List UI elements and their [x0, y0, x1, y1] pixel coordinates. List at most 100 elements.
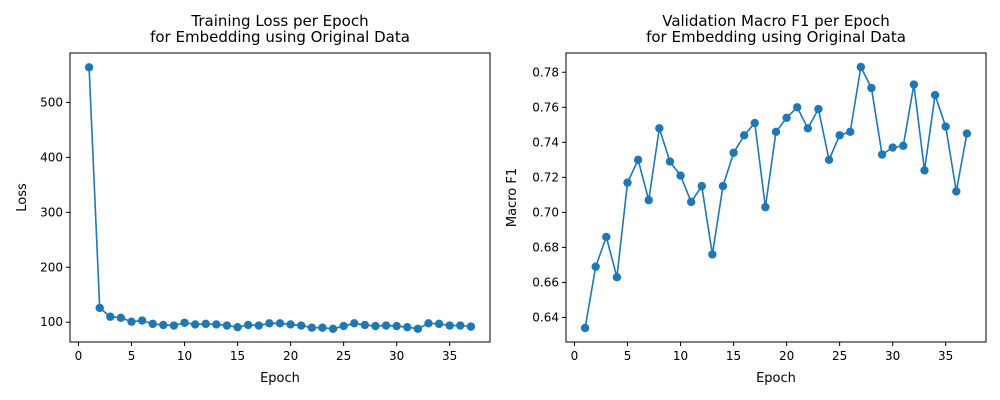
y-tick-label: 100 — [40, 315, 63, 329]
data-point — [148, 319, 157, 329]
y-tick-label: 500 — [40, 95, 63, 109]
x-axis-label: Epoch — [260, 371, 300, 386]
y-tick-label: 0.74 — [532, 135, 559, 149]
x-tick-label: 15 — [230, 349, 245, 363]
data-point — [222, 321, 232, 330]
data-point — [95, 303, 104, 313]
data-point — [307, 323, 317, 332]
x-tick-label: 25 — [336, 349, 351, 363]
data-point — [623, 178, 632, 187]
x-tick-label: 20 — [283, 349, 298, 363]
y-tick-label: 400 — [40, 150, 63, 164]
y-tick-label: 0.70 — [532, 205, 559, 219]
data-point — [952, 187, 961, 196]
data-point — [413, 324, 423, 334]
x-tick-label: 30 — [885, 349, 900, 363]
data-point — [782, 113, 791, 123]
data-point — [867, 83, 876, 93]
data-point — [697, 181, 706, 191]
data-point — [265, 319, 274, 328]
data-point — [243, 320, 253, 330]
y-tick-label: 0.78 — [532, 65, 559, 79]
data-point — [909, 80, 919, 89]
data-point — [190, 320, 200, 329]
data-point — [180, 318, 189, 327]
data-point — [941, 122, 950, 131]
data-point — [750, 118, 759, 128]
data-point — [824, 155, 834, 165]
data-point — [445, 321, 454, 330]
x-tick-label: 10 — [673, 349, 688, 363]
chart-panel-2: Validation Macro F1 per Epoch for Embeddi… — [505, 12, 987, 386]
x-tick-label: 0 — [571, 349, 579, 363]
series-line — [584, 64, 968, 329]
chart-title-line: for Embedding using Original Data — [150, 28, 410, 46]
data-point — [591, 262, 600, 271]
y-tick-label: 300 — [40, 205, 63, 219]
x-axis-label: Epoch — [756, 371, 796, 386]
data-point — [137, 316, 147, 325]
x-tick-label: 15 — [726, 349, 741, 363]
data-point — [739, 131, 749, 140]
data-point — [612, 272, 622, 282]
data-point — [466, 322, 476, 331]
data-point — [434, 319, 444, 329]
data-point — [835, 131, 844, 140]
y-tick-label: 0.66 — [532, 275, 559, 289]
data-point — [633, 155, 643, 165]
x-tick-label: 0 — [75, 349, 83, 363]
x-tick-label: 5 — [624, 349, 632, 363]
data-point — [644, 195, 653, 205]
chart-panel-1: Training Loss per Epoch for Embedding usi… — [15, 12, 491, 386]
data-point — [403, 322, 412, 332]
y-tick-label: 0.64 — [532, 310, 559, 324]
data-point — [708, 250, 717, 259]
data-point — [106, 312, 115, 321]
data-point — [127, 317, 136, 326]
x-tick-label: 30 — [389, 349, 404, 363]
data-point — [814, 104, 823, 114]
data-point — [877, 150, 887, 159]
data-point — [201, 319, 210, 329]
data-point — [686, 197, 696, 207]
data-point — [286, 320, 295, 329]
x-tick-label: 10 — [177, 349, 192, 363]
data-point — [888, 143, 897, 152]
axes-frame — [69, 52, 491, 343]
x-tick-label: 35 — [938, 349, 953, 363]
series-line — [88, 67, 471, 330]
data-point — [233, 322, 242, 332]
data-point — [424, 319, 433, 328]
x-tick-label: 5 — [128, 349, 136, 363]
data-point — [655, 124, 664, 133]
data-point — [381, 321, 391, 330]
data-point — [676, 171, 685, 180]
data-point — [761, 202, 770, 212]
y-tick-label: 0.68 — [532, 240, 559, 254]
y-tick-label: 0.76 — [532, 100, 559, 114]
data-point — [392, 321, 401, 331]
data-point — [116, 313, 126, 323]
data-point — [920, 166, 929, 175]
data-point — [275, 319, 285, 328]
y-axis-label: Macro F1 — [505, 168, 520, 227]
axes-frame — [565, 52, 987, 343]
x-tick-label: 20 — [779, 349, 794, 363]
data-point — [793, 103, 802, 112]
data-point — [371, 321, 380, 331]
data-point — [729, 148, 738, 158]
data-point — [899, 141, 908, 151]
data-point — [846, 127, 855, 137]
data-point — [930, 90, 940, 100]
data-point — [360, 320, 370, 330]
data-point — [771, 127, 781, 137]
data-point — [84, 63, 94, 72]
y-axis-label: Loss — [15, 183, 30, 212]
y-tick-label: 0.72 — [532, 170, 559, 184]
data-point — [328, 324, 338, 334]
data-point — [159, 320, 168, 330]
data-point — [339, 321, 348, 331]
data-point — [297, 321, 306, 330]
chart-title: Validation Macro F1 per Epoch for Embeddi… — [646, 12, 906, 46]
